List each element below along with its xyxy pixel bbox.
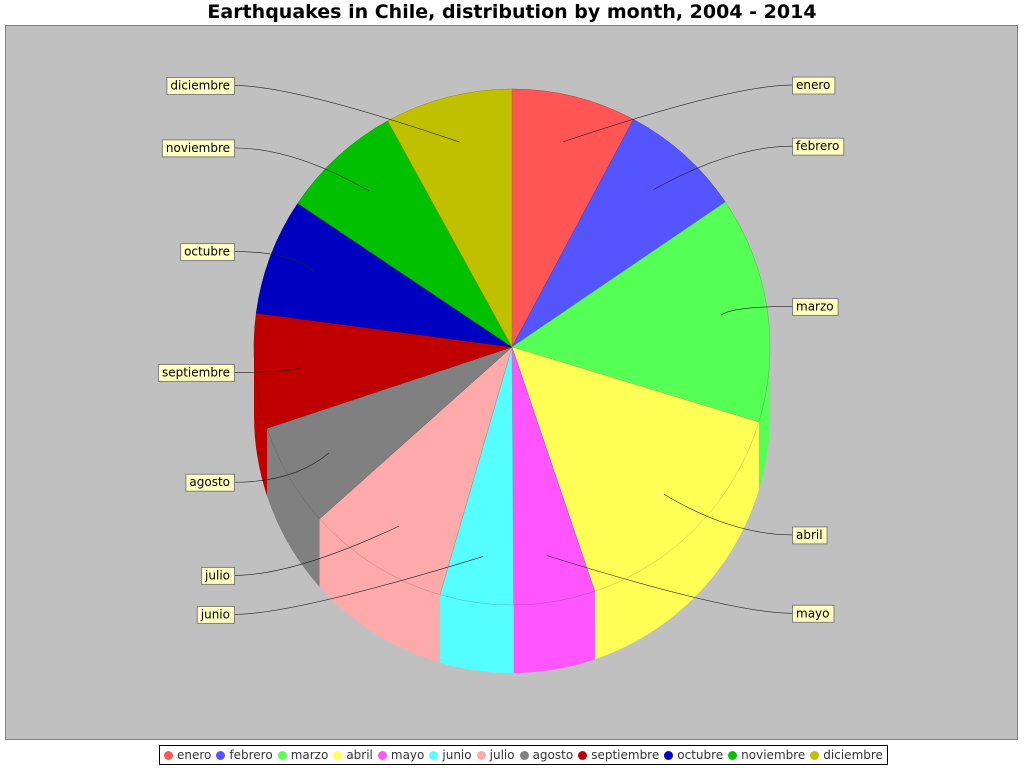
legend: enero febrero marzo abril mayo junio julio agos… <box>159 745 888 765</box>
label-leader-febrero <box>653 145 793 190</box>
legend-swatch-noviembre <box>728 750 738 760</box>
legend-item-abril: abril <box>333 748 373 762</box>
slice-label-box-enero <box>792 76 836 95</box>
slice-julio <box>319 346 513 596</box>
label-leader-marzo <box>720 306 793 316</box>
slice-label-box-mayo <box>792 604 835 623</box>
slice-label-box-marzo <box>792 297 839 316</box>
slice-label-box-febrero <box>792 137 845 156</box>
pie-slices <box>253 88 771 606</box>
slice-label-febrero: febrero <box>796 139 839 153</box>
slice-label-box-octubre <box>180 243 235 262</box>
legend-item-marzo: marzo <box>277 748 329 762</box>
legend-swatch-junio <box>429 750 439 760</box>
label-leader-junio <box>233 556 483 615</box>
slice-label-septiembre: septiembre <box>162 365 230 379</box>
legend-swatch-octubre <box>664 750 674 760</box>
slice-label-noviembre: noviembre <box>166 141 230 155</box>
legend-swatch-agosto <box>519 750 529 760</box>
slice-noviembre <box>297 120 513 348</box>
legend-item-octubre: octubre <box>664 748 723 762</box>
slice-label-octubre: octubre <box>184 245 230 259</box>
slice-label-box-agosto <box>185 473 235 492</box>
slice-side-mayo <box>513 591 595 673</box>
legend-label-noviembre: noviembre <box>741 748 806 762</box>
slice-side-junio <box>440 594 514 673</box>
legend-swatch-mayo <box>377 750 387 760</box>
legend-label-enero: enero <box>177 748 212 762</box>
slice-diciembre <box>387 88 513 348</box>
slice-label-julio: julio <box>204 568 230 582</box>
label-leader-noviembre <box>233 147 370 192</box>
legend-swatch-diciembre <box>810 750 820 760</box>
slice-side-marzo <box>758 347 770 491</box>
slice-label-enero: enero <box>796 78 830 92</box>
label-leader-julio <box>233 525 400 576</box>
slice-abril <box>511 346 760 592</box>
slice-label-marzo: marzo <box>796 299 834 313</box>
legend-item-agosto: agosto <box>519 748 574 762</box>
slice-febrero <box>511 119 726 348</box>
legend-swatch-abril <box>333 750 343 760</box>
label-leader-octubre <box>233 251 315 273</box>
slice-label-box-septiembre <box>157 363 235 382</box>
legend-item-julio: julio <box>476 748 515 762</box>
slice-octubre <box>255 202 513 348</box>
legend-label-octubre: octubre <box>677 748 724 762</box>
legend-label-abril: abril <box>346 748 373 762</box>
label-leader-diciembre <box>233 85 460 143</box>
slice-marzo <box>511 201 771 423</box>
legend-swatch-febrero <box>216 750 226 760</box>
slice-label-junio: junio <box>200 607 230 621</box>
slice-side-abril <box>594 422 759 660</box>
label-leader-agosto <box>233 452 330 483</box>
pie-depth <box>254 347 770 673</box>
legend-item-septiembre: septiembre <box>578 748 659 762</box>
legend-label-mayo: mayo <box>390 748 425 762</box>
legend-item-mayo: mayo <box>377 748 425 762</box>
legend-label-febrero: febrero <box>229 748 273 762</box>
slice-label-box-noviembre <box>161 139 235 158</box>
slice-label-box-abril <box>792 526 828 545</box>
label-leaders <box>233 84 793 615</box>
label-leader-septiembre <box>233 366 302 373</box>
legend-label-septiembre: septiembre <box>591 748 660 762</box>
slice-side-agosto <box>267 428 320 587</box>
slice-label-agosto: agosto <box>189 475 230 489</box>
slice-labels: enero febrero marzo abril mayo diciembre novie… <box>157 76 845 624</box>
label-leader-abril <box>663 493 793 536</box>
legend-item-febrero: febrero <box>216 748 273 762</box>
slice-label-mayo: mayo <box>796 606 830 620</box>
slice-label-abril: abril <box>796 528 823 542</box>
legend-swatch-septiembre <box>578 750 588 760</box>
legend-swatch-marzo <box>277 750 287 760</box>
slice-side-septiembre <box>254 347 268 497</box>
label-leader-enero <box>563 84 793 143</box>
chart-title: Earthquakes in Chile, distribution by mo… <box>207 1 817 23</box>
slice-label-box-diciembre <box>166 76 235 95</box>
legend-item-noviembre: noviembre <box>728 748 805 762</box>
slice-septiembre <box>253 312 513 429</box>
legend-label-junio: junio <box>442 748 472 762</box>
legend-item-enero: enero <box>164 748 211 762</box>
legend-label-marzo: marzo <box>290 748 329 762</box>
legend-label-julio: julio <box>489 748 515 762</box>
slice-side-julio <box>319 518 441 663</box>
legend-label-agosto: agosto <box>532 748 574 762</box>
legend-item-diciembre: diciembre <box>810 748 883 762</box>
slice-label-box-julio <box>201 566 235 585</box>
legend-label-diciembre: diciembre <box>823 748 883 762</box>
slice-label-box-junio <box>196 605 235 624</box>
legend-swatch-julio <box>476 750 486 760</box>
slice-enero <box>511 88 634 348</box>
label-leader-mayo <box>546 555 793 614</box>
legend-item-junio: junio <box>429 748 472 762</box>
legend-swatch-enero <box>164 750 173 760</box>
slice-label-diciembre: diciembre <box>170 78 230 92</box>
